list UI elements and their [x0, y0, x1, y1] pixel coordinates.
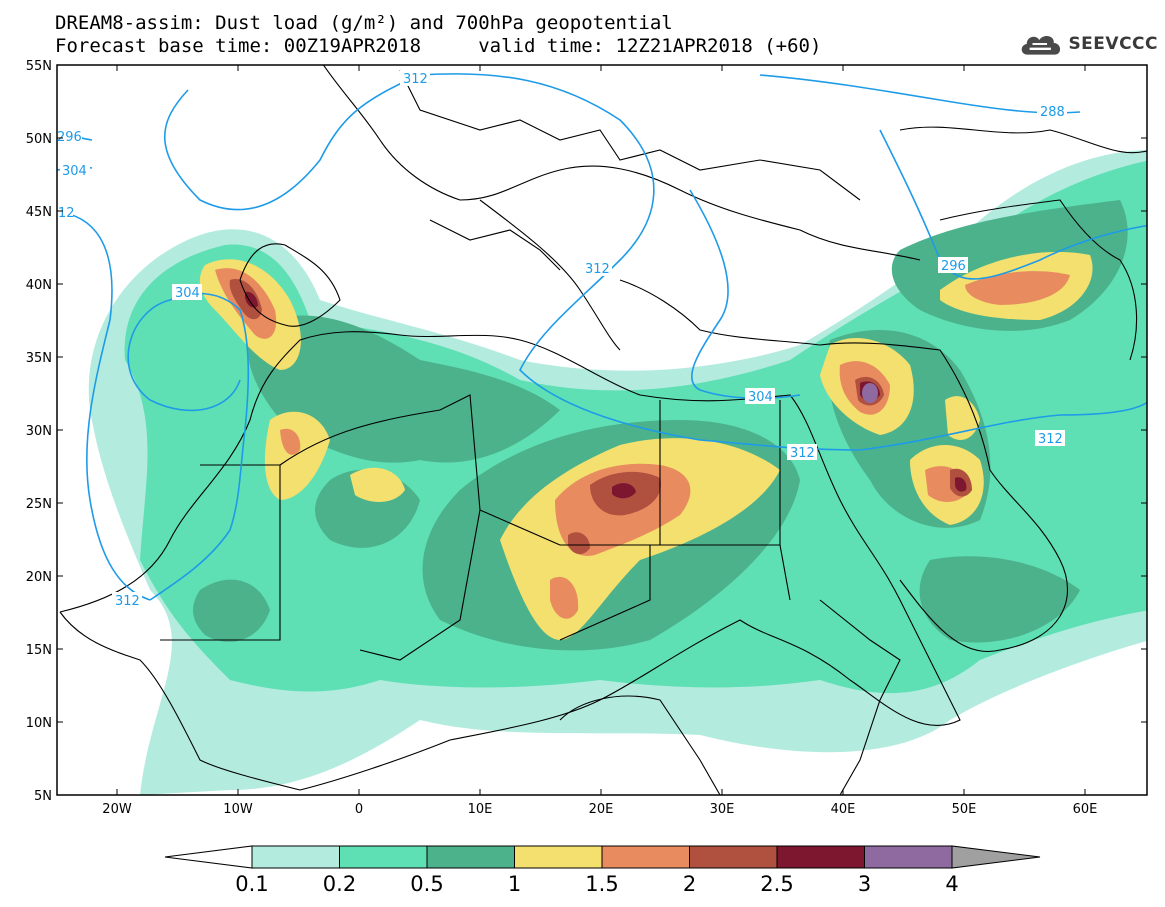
lon-label: 10W — [223, 802, 253, 817]
lat-label: 5N — [34, 789, 52, 804]
forecast-time-line: Forecast base time: 00Z19APR2018 valid t… — [55, 35, 822, 57]
lat-label: 55N — [26, 59, 52, 74]
colorbar-tick-label: 0.2 — [322, 872, 357, 896]
lon-label: 50E — [952, 802, 977, 817]
contour-label: 312 — [403, 72, 428, 87]
colorbar-tick-label: 2 — [682, 872, 697, 896]
lon-label: 30E — [710, 802, 735, 817]
contour-label: 304 — [175, 286, 200, 301]
lon-label: 20W — [102, 802, 132, 817]
lat-label: 10N — [26, 716, 52, 731]
seevccc-logo: SEEVCCC — [1018, 28, 1158, 60]
colorbar-tick-label: 1.5 — [585, 872, 619, 896]
colorbar-bin — [251, 845, 340, 869]
colorbar-bin — [426, 845, 515, 869]
colorbar-tick-label: 1 — [507, 872, 522, 896]
contour-label: 296 — [57, 130, 82, 145]
country-borders — [59, 65, 1147, 795]
colorbar-bin — [864, 845, 953, 869]
cloud-icon — [1021, 35, 1061, 55]
contour-label: 12 — [58, 206, 75, 221]
colorbar — [164, 845, 1041, 869]
lat-label: 15N — [26, 643, 52, 658]
colorbar-tick-label: 4 — [945, 872, 959, 896]
contour-label: 312 — [115, 594, 140, 609]
colorbar-tick-label: 0.5 — [410, 872, 444, 896]
lat-label: 35N — [26, 351, 52, 366]
dust-load-field — [59, 65, 1147, 795]
contour-label: 312 — [790, 446, 815, 461]
longitude-axis: 20W 10W 0 10E 20E 30E 40E 50E 60E — [102, 65, 1097, 817]
contour-label: 296 — [941, 259, 966, 274]
colorbar-bin — [689, 845, 778, 869]
colorbar-bin — [601, 845, 690, 869]
colorbar-bin — [514, 845, 603, 869]
colorbar-over-arrow — [951, 845, 1041, 869]
contour-label: 304 — [62, 164, 87, 179]
lat-label: 45N — [26, 205, 52, 220]
contour-label: 312 — [585, 262, 610, 277]
contour-label: 288 — [1040, 105, 1065, 120]
latitude-axis: 55N 50N 45N 40N 35N 30N 25N 20N 15N 10N … — [26, 59, 1147, 804]
contour-labels: 312 296 304 12 304 312 296 288 312 304 3… — [56, 70, 1067, 609]
logo-text: SEEVCCC — [1068, 34, 1158, 54]
lon-label: 60E — [1073, 802, 1098, 817]
lat-label: 25N — [26, 497, 52, 512]
colorbar-under-arrow — [164, 845, 253, 869]
lat-label: 40N — [26, 278, 52, 293]
colorbar-tick-label: 2.5 — [760, 872, 794, 896]
lat-label: 50N — [26, 132, 52, 147]
lon-label: 20E — [589, 802, 614, 817]
map-title: DREAM8-assim: Dust load (g/m²) and 700hP… — [55, 12, 673, 34]
colorbar-tick-label: 0.1 — [235, 872, 269, 896]
lon-label: 40E — [831, 802, 856, 817]
colorbar-bin — [776, 845, 865, 869]
lat-label: 20N — [26, 570, 52, 585]
colorbar-tick-label: 3 — [857, 872, 872, 896]
contour-label: 312 — [1038, 432, 1063, 447]
lon-label: 10E — [468, 802, 493, 817]
colorbar-bin — [339, 845, 428, 869]
contour-label: 304 — [748, 390, 773, 405]
lat-label: 30N — [26, 424, 52, 439]
lon-label: 0 — [355, 802, 363, 817]
